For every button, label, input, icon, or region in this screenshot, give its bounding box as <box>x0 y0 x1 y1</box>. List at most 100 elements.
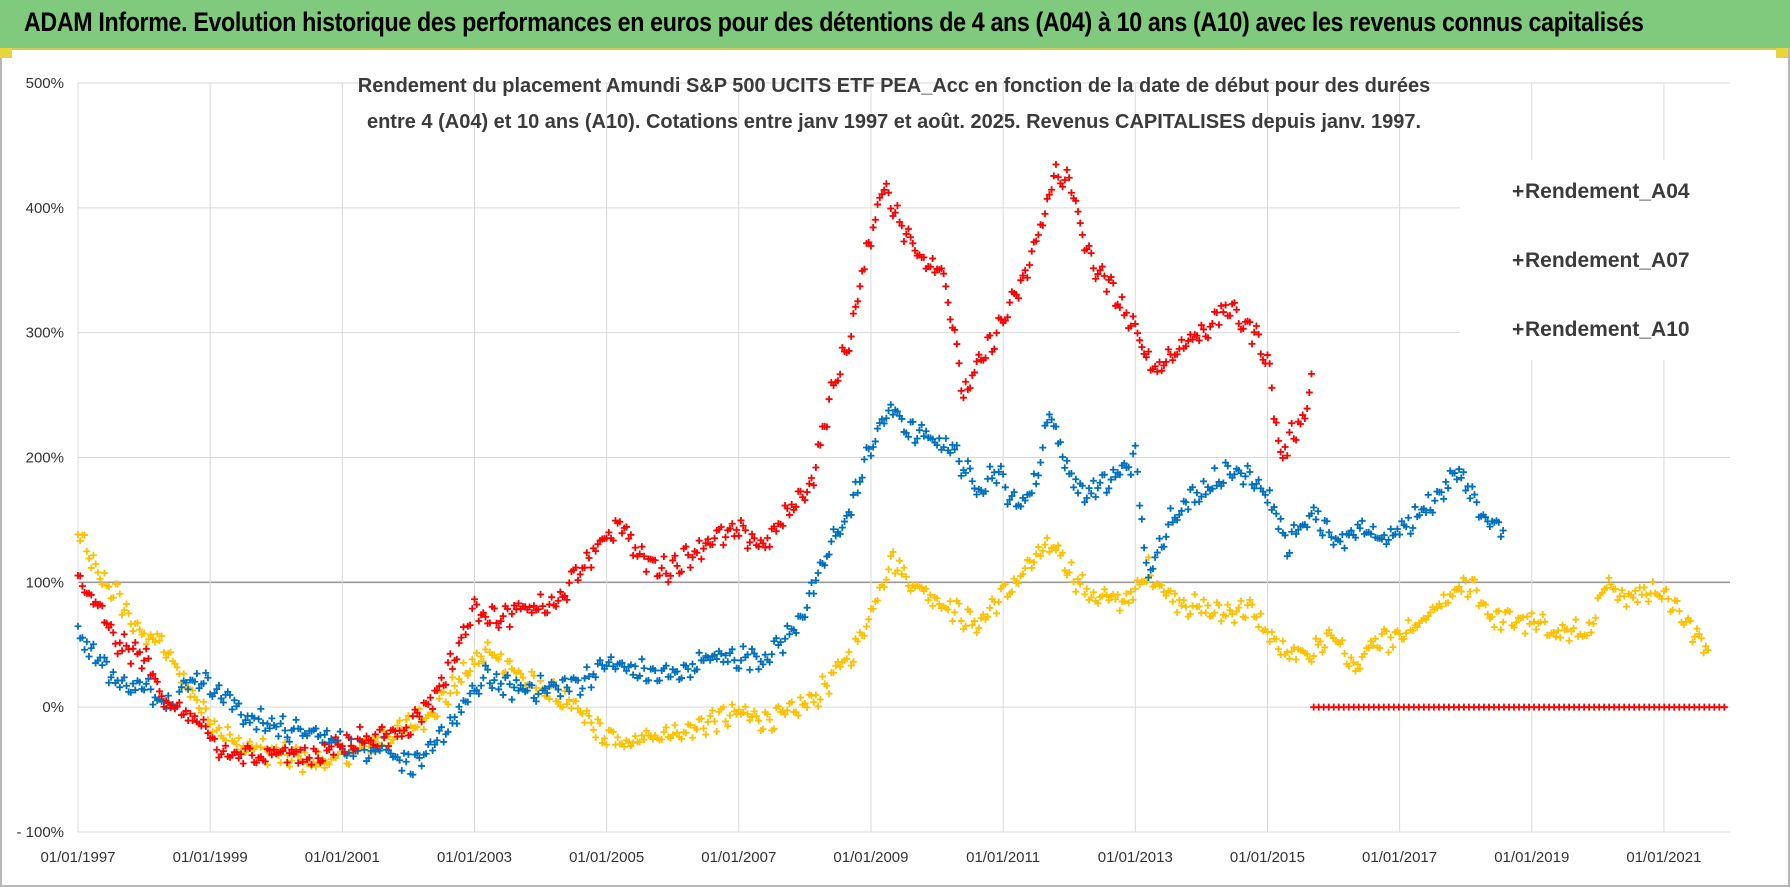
data-point <box>1065 568 1073 576</box>
data-point <box>788 501 796 509</box>
data-point <box>794 712 802 720</box>
data-point <box>849 310 857 318</box>
data-point <box>1598 589 1606 597</box>
data-point <box>876 194 884 202</box>
data-point <box>1296 420 1304 428</box>
data-point <box>1442 478 1450 486</box>
data-point <box>1376 644 1384 652</box>
data-point <box>189 717 197 725</box>
data-point <box>755 543 763 551</box>
data-point <box>270 746 278 754</box>
data-point <box>175 698 183 706</box>
data-point <box>678 568 686 576</box>
data-point <box>1149 565 1157 573</box>
data-point <box>415 713 423 721</box>
data-point <box>898 415 906 423</box>
data-point <box>975 351 983 359</box>
data-point <box>182 707 190 715</box>
data-point <box>1072 197 1080 205</box>
data-point <box>614 733 622 741</box>
data-point <box>684 665 692 673</box>
data-point <box>464 671 472 679</box>
data-point <box>173 702 181 710</box>
data-point <box>988 474 996 482</box>
data-point <box>385 742 393 750</box>
data-point <box>755 717 763 725</box>
data-point <box>706 656 714 664</box>
x-tick-label: 01/01/2005 <box>569 849 644 866</box>
data-point <box>537 672 545 680</box>
data-point <box>631 732 639 740</box>
data-point <box>1607 580 1615 588</box>
data-point <box>682 543 690 551</box>
data-point <box>1094 270 1102 278</box>
data-point <box>1532 626 1540 634</box>
data-point <box>821 561 829 569</box>
data-point <box>722 717 730 725</box>
data-point <box>909 239 917 247</box>
data-point <box>902 230 910 238</box>
data-point <box>739 642 747 650</box>
data-point <box>719 703 727 711</box>
data-point <box>418 762 426 770</box>
data-point <box>1085 484 1093 492</box>
data-point <box>955 600 963 608</box>
data-point <box>640 552 648 560</box>
data-point <box>356 723 364 731</box>
data-point <box>510 602 518 610</box>
data-point <box>929 255 937 263</box>
data-point <box>530 672 538 680</box>
data-point <box>158 692 166 700</box>
data-point <box>484 666 492 674</box>
data-point <box>1164 521 1172 529</box>
data-point <box>140 686 148 694</box>
data-point <box>1028 564 1036 572</box>
data-point <box>783 706 791 714</box>
data-point <box>1151 553 1159 561</box>
data-point <box>451 682 459 690</box>
data-point <box>695 649 703 657</box>
data-point <box>970 484 978 492</box>
data-point <box>153 678 161 686</box>
data-point <box>1191 590 1199 598</box>
data-point <box>746 716 754 724</box>
data-point <box>563 700 571 708</box>
data-point <box>541 684 549 692</box>
data-point <box>1241 472 1249 480</box>
data-point <box>1426 608 1434 616</box>
data-point <box>618 529 626 537</box>
data-point <box>424 700 432 708</box>
data-point <box>1021 497 1029 505</box>
data-point <box>1356 665 1364 673</box>
corner-mark-right <box>1776 48 1788 58</box>
data-point <box>1274 525 1282 533</box>
data-point <box>995 468 1003 476</box>
data-point <box>874 597 882 605</box>
data-point <box>678 674 686 682</box>
data-point <box>1070 578 1078 586</box>
data-point <box>444 701 452 709</box>
data-point <box>1281 443 1289 451</box>
data-point <box>100 569 108 577</box>
data-point <box>510 683 518 691</box>
data-point <box>788 698 796 706</box>
data-point <box>1019 570 1027 578</box>
data-point <box>1032 237 1040 245</box>
data-point <box>1145 574 1152 582</box>
data-point <box>909 418 917 426</box>
data-point <box>1153 549 1161 557</box>
data-point <box>1305 388 1313 396</box>
data-point <box>885 189 893 197</box>
data-point <box>1125 463 1133 471</box>
data-point <box>206 720 214 728</box>
data-point <box>1290 643 1298 651</box>
data-point <box>1050 172 1058 180</box>
data-point <box>1233 608 1241 616</box>
data-point <box>581 564 589 572</box>
data-point <box>752 712 760 720</box>
data-point <box>1081 590 1089 598</box>
data-point <box>204 674 212 682</box>
data-point <box>1673 597 1681 605</box>
data-point <box>1160 361 1168 369</box>
data-point <box>695 537 703 545</box>
